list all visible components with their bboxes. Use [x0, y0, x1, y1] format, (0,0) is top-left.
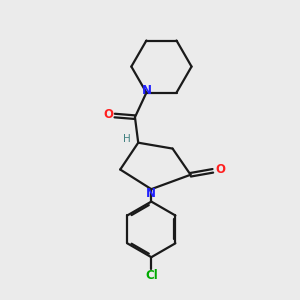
Text: Cl: Cl: [145, 269, 158, 282]
Text: H: H: [123, 134, 130, 144]
Text: N: N: [146, 187, 156, 200]
Text: O: O: [215, 163, 225, 176]
Text: O: O: [103, 108, 113, 122]
Text: N: N: [142, 83, 152, 97]
